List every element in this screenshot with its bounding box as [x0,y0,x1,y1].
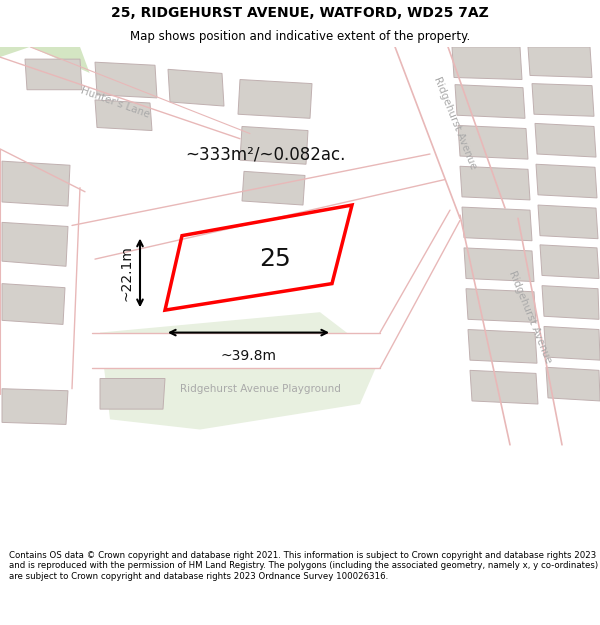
Polygon shape [544,326,600,360]
Polygon shape [2,161,70,206]
Polygon shape [528,47,592,78]
Text: ~333m²/~0.082ac.: ~333m²/~0.082ac. [185,145,345,163]
Polygon shape [464,248,534,282]
Polygon shape [0,149,100,394]
Polygon shape [95,62,157,98]
Text: Map shows position and indicative extent of the property.: Map shows position and indicative extent… [130,30,470,43]
Polygon shape [470,221,560,445]
Text: 25, RIDGEHURST AVENUE, WATFORD, WD25 7AZ: 25, RIDGEHURST AVENUE, WATFORD, WD25 7AZ [111,6,489,20]
Text: ~22.1m: ~22.1m [120,245,134,301]
Polygon shape [452,47,522,79]
Polygon shape [100,379,165,409]
Polygon shape [542,286,599,319]
Polygon shape [455,84,525,118]
Polygon shape [538,205,598,239]
Polygon shape [2,284,65,324]
Polygon shape [75,154,445,261]
Polygon shape [168,69,224,106]
Text: ~39.8m: ~39.8m [221,349,277,363]
Polygon shape [0,47,240,190]
Polygon shape [0,47,95,118]
Polygon shape [546,368,600,401]
Polygon shape [100,312,380,429]
Text: Ridgehurst Avenue Playground: Ridgehurst Avenue Playground [179,384,340,394]
Polygon shape [462,207,532,241]
Text: Contains OS data © Crown copyright and database right 2021. This information is : Contains OS data © Crown copyright and d… [9,551,598,581]
Polygon shape [468,329,537,363]
Polygon shape [2,222,68,266]
Polygon shape [25,59,82,90]
Text: 25: 25 [259,247,291,271]
Polygon shape [470,371,538,404]
Polygon shape [532,84,594,116]
Polygon shape [95,332,380,368]
Polygon shape [540,245,599,279]
Text: Ridgehurst Avenue: Ridgehurst Avenue [507,269,553,365]
Polygon shape [466,289,536,322]
Polygon shape [460,166,530,200]
Polygon shape [242,171,305,205]
Text: Ridgehurst Avenue: Ridgehurst Avenue [432,76,478,171]
Polygon shape [238,79,312,118]
Text: Hunter's Lane: Hunter's Lane [79,86,151,120]
Polygon shape [458,126,528,159]
Polygon shape [535,123,596,157]
Polygon shape [2,389,68,424]
Polygon shape [536,164,597,198]
Polygon shape [240,126,308,164]
Polygon shape [95,100,152,131]
Polygon shape [395,47,505,221]
